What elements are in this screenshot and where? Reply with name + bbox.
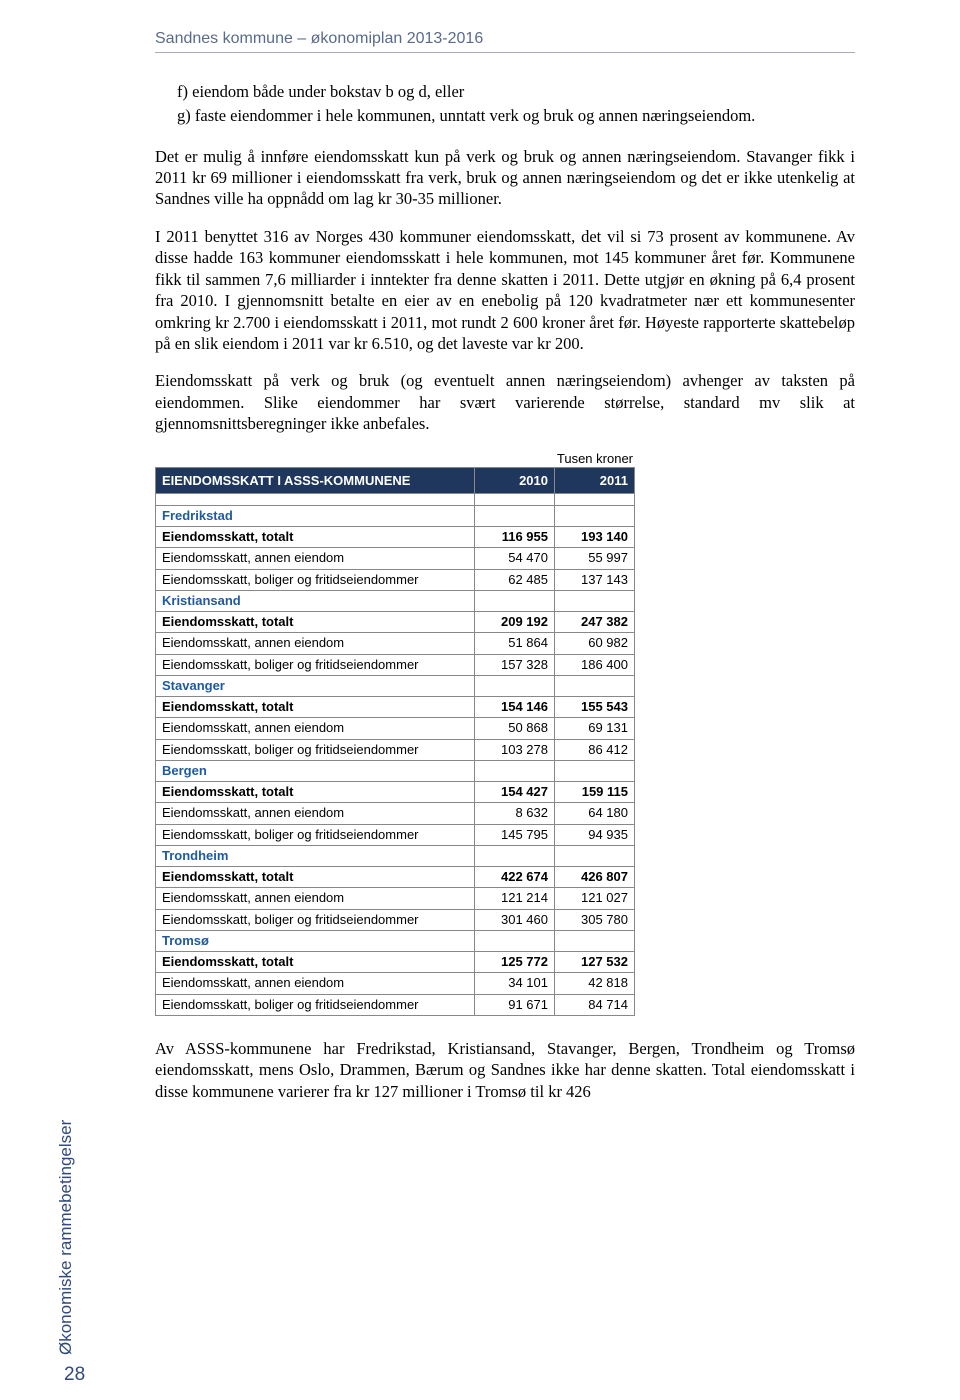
list-item-g: g) faste eiendommer i hele kommunen, unn…	[155, 105, 855, 127]
table-row: Eiendomsskatt, annen eiendom	[156, 548, 475, 569]
table-caption: Tusen kroner	[155, 451, 635, 466]
table-header: EIENDOMSSKATT I ASSS-KOMMUNENE	[156, 467, 475, 493]
paragraph: I 2011 benyttet 316 av Norges 430 kommun…	[155, 226, 855, 355]
table-row: Eiendomsskatt, boliger og fritidseiendom…	[156, 739, 475, 760]
city-name: Kristiansand	[156, 590, 475, 611]
table-row: Eiendomsskatt, annen eiendom	[156, 803, 475, 824]
city-name: Stavanger	[156, 675, 475, 696]
table-row: Eiendomsskatt, annen eiendom	[156, 633, 475, 654]
list-item-f: f) eiendom både under bokstav b og d, el…	[155, 81, 855, 103]
table-row: Eiendomsskatt, totalt	[156, 782, 475, 803]
page-header: Sandnes kommune – økonomiplan 2013-2016	[155, 30, 855, 53]
table-header: 2011	[555, 467, 635, 493]
tax-table: EIENDOMSSKATT I ASSS-KOMMUNENE 2010 2011…	[155, 467, 635, 1016]
table-row: Eiendomsskatt, totalt	[156, 867, 475, 888]
table-row: Eiendomsskatt, totalt	[156, 527, 475, 548]
table-row: Eiendomsskatt, totalt	[156, 952, 475, 973]
table-row: Eiendomsskatt, annen eiendom	[156, 888, 475, 909]
table-header: 2010	[475, 467, 555, 493]
table-row: Eiendomsskatt, boliger og fritidseiendom…	[156, 569, 475, 590]
table-row: Eiendomsskatt, boliger og fritidseiendom…	[156, 824, 475, 845]
page-number: 28	[64, 1364, 85, 1386]
paragraph: Av ASSS-kommunene har Fredrikstad, Krist…	[155, 1038, 855, 1102]
table-row: Eiendomsskatt, annen eiendom	[156, 973, 475, 994]
side-section-label: Økonomiske rammebetingelser	[56, 1120, 76, 1355]
table-row: Eiendomsskatt, totalt	[156, 697, 475, 718]
table-row: Eiendomsskatt, boliger og fritidseiendom…	[156, 654, 475, 675]
city-name: Fredrikstad	[156, 505, 475, 526]
city-name: Bergen	[156, 760, 475, 781]
table-row: Eiendomsskatt, boliger og fritidseiendom…	[156, 994, 475, 1015]
city-name: Tromsø	[156, 930, 475, 951]
table-row: Eiendomsskatt, annen eiendom	[156, 718, 475, 739]
paragraph: Det er mulig å innføre eiendomsskatt kun…	[155, 146, 855, 210]
table-row: Eiendomsskatt, boliger og fritidseiendom…	[156, 909, 475, 930]
table-row: Eiendomsskatt, totalt	[156, 612, 475, 633]
city-name: Trondheim	[156, 845, 475, 866]
paragraph: Eiendomsskatt på verk og bruk (og eventu…	[155, 370, 855, 434]
